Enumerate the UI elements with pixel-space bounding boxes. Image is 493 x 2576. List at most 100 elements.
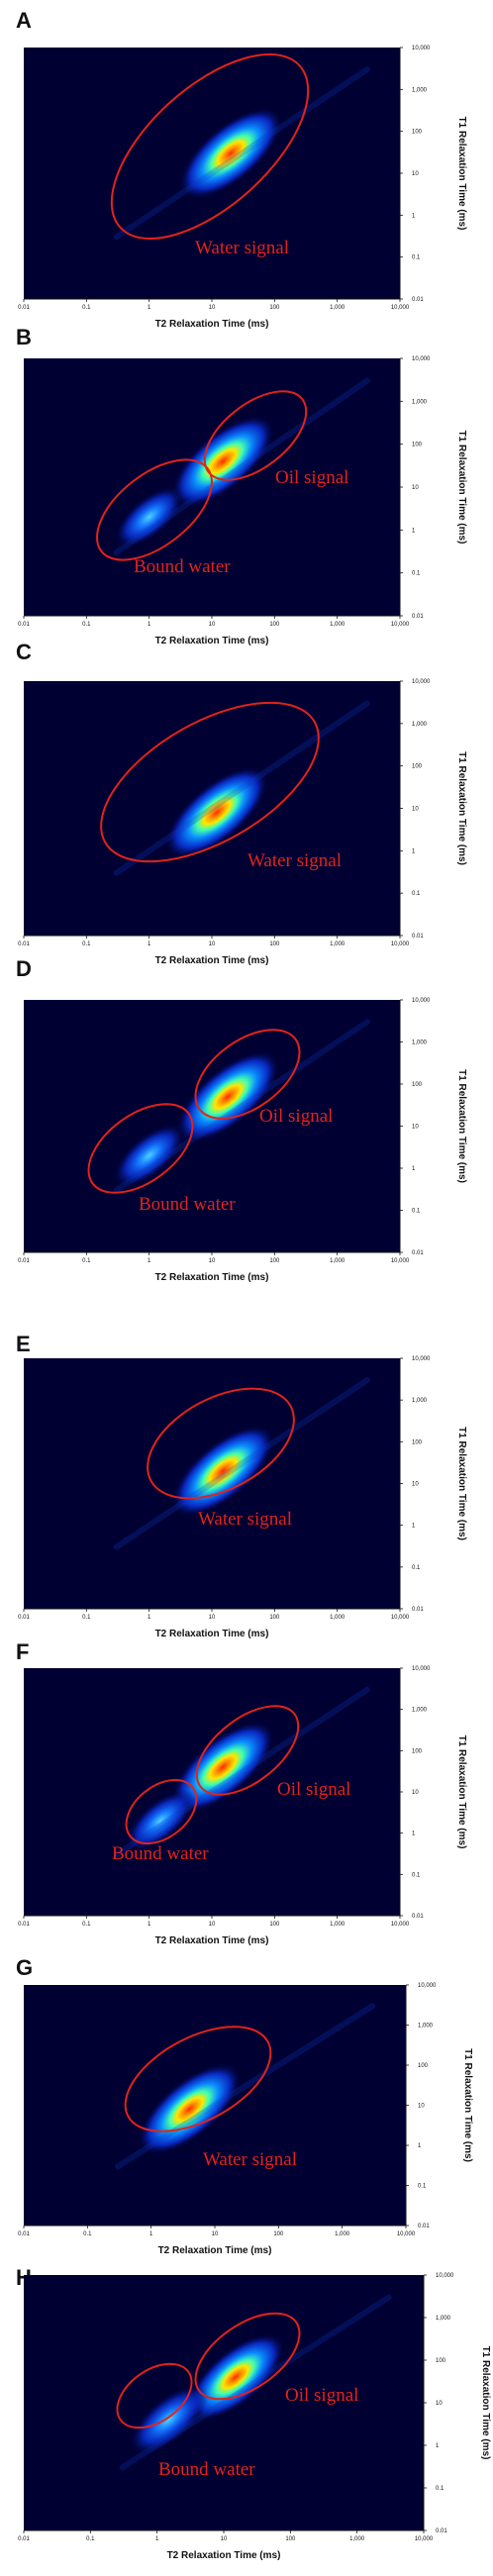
x-tick-label: 0.01	[18, 2536, 30, 2542]
annotation-label: Bound water	[139, 1194, 236, 1215]
x-tick-label: 0.01	[18, 941, 30, 947]
x-tick-label: 0.1	[82, 1615, 91, 1621]
y-tick-label: 1	[412, 1166, 416, 1172]
x-tick-label: 1,000	[330, 1922, 345, 1928]
x-tick-label: 1,000	[335, 2231, 350, 2237]
y-tick-label: 0.01	[412, 934, 424, 940]
x-tick-label: 100	[273, 2231, 284, 2237]
y-tick-label: 1,000	[412, 1040, 428, 1046]
y-tick-label: 0.1	[412, 891, 421, 897]
x-axis-title: T2 Relaxation Time (ms)	[167, 2550, 281, 2561]
x-tick-label: 1,000	[330, 305, 345, 311]
y-tick-label: 1	[412, 848, 416, 854]
x-tick-label: 10,000	[391, 1258, 410, 1264]
x-tick-label: 100	[269, 622, 280, 628]
y-tick-label: 1,000	[412, 1398, 428, 1404]
x-tick-label: 0.1	[82, 1922, 91, 1928]
annotation-ellipse	[203, 390, 308, 481]
x-tick-label: 1,000	[330, 1258, 345, 1264]
x-axis-title: T2 Relaxation Time (ms)	[155, 1272, 269, 1283]
x-tick-label: 1	[149, 2231, 153, 2237]
annotation-label: Oil signal	[277, 1779, 350, 1800]
y-axis-title: T1 Relaxation Time (ms)	[456, 1735, 467, 1849]
y-tick-label: 0.1	[436, 2486, 444, 2492]
y-tick-label: 10	[412, 1482, 419, 1488]
panel-letter: D	[16, 956, 32, 981]
y-tick-label: 10	[412, 171, 419, 177]
x-tick-label: 10,000	[391, 1922, 410, 1928]
panel-letter: A	[16, 8, 32, 33]
x-axis-title: T2 Relaxation Time (ms)	[155, 636, 269, 646]
panel-letter: B	[16, 325, 32, 349]
signal-peak	[170, 415, 275, 508]
y-tick-label: 10,000	[412, 46, 431, 51]
signal-peak	[164, 766, 269, 859]
x-tick-label: 10,000	[391, 941, 410, 947]
annotation-ellipse	[96, 458, 213, 561]
panel-letter: F	[16, 1639, 30, 1664]
y-tick-label: 1	[412, 528, 416, 534]
x-tick-label: 1	[155, 2536, 159, 2542]
annotation-ellipse	[195, 1705, 300, 1796]
y-tick-label: 10,000	[412, 998, 431, 1004]
y-tick-label: 1,000	[418, 2024, 434, 2030]
y-tick-label: 100	[412, 130, 423, 136]
x-tick-label: 100	[269, 941, 280, 947]
x-tick-label: 10	[221, 2536, 228, 2542]
signal-peak	[113, 1123, 186, 1188]
y-tick-label: 10,000	[412, 356, 431, 362]
x-tick-label: 100	[269, 1258, 280, 1264]
y-tick-label: 0.01	[412, 1914, 424, 1920]
y-tick-label: 1,000	[436, 2316, 451, 2322]
y-tick-label: 10	[412, 485, 419, 491]
annotation-ellipse	[194, 2312, 301, 2401]
diagonal-streak	[113, 1377, 370, 1550]
y-tick-label: 10,000	[412, 1666, 431, 1672]
x-tick-label: 10,000	[415, 2536, 434, 2542]
y-tick-label: 1,000	[412, 1708, 428, 1714]
x-tick-label: 10	[209, 622, 216, 628]
x-tick-label: 100	[285, 2536, 296, 2542]
x-tick-label: 10	[209, 1615, 216, 1621]
y-tick-label: 100	[436, 2358, 446, 2364]
x-tick-label: 0.01	[18, 622, 30, 628]
x-tick-label: 10,000	[391, 305, 410, 311]
y-tick-label: 10	[418, 2104, 425, 2110]
x-tick-label: 10	[209, 305, 216, 311]
x-tick-label: 0.01	[18, 1922, 30, 1928]
annotation-ellipse	[100, 701, 320, 863]
x-tick-label: 1	[148, 305, 151, 311]
y-tick-label: 0.01	[412, 614, 424, 620]
x-tick-label: 1	[148, 1258, 151, 1264]
y-tick-label: 1	[412, 1524, 416, 1530]
x-axis-title: T2 Relaxation Time (ms)	[155, 1629, 269, 1639]
y-tick-label: 0.1	[418, 2184, 427, 2190]
y-tick-label: 10	[412, 807, 419, 813]
diagonal-streak	[119, 2294, 392, 2471]
x-tick-label: 0.01	[18, 1615, 30, 1621]
annotation-ellipse	[147, 1387, 295, 1500]
y-tick-label: 10	[412, 1125, 419, 1131]
y-tick-label: 10	[436, 2401, 443, 2407]
x-tick-label: 10,000	[397, 2231, 416, 2237]
y-tick-label: 1	[436, 2443, 440, 2449]
y-tick-label: 1	[412, 1832, 416, 1837]
x-tick-label: 10	[209, 1922, 216, 1928]
x-tick-label: 1	[148, 941, 151, 947]
x-tick-label: 10	[212, 2231, 219, 2237]
signal-peak	[125, 1789, 196, 1852]
x-tick-label: 0.1	[82, 1258, 91, 1264]
x-axis-title: T2 Relaxation Time (ms)	[155, 319, 269, 330]
y-tick-label: 1	[418, 2143, 422, 2149]
x-tick-label: 0.1	[83, 2231, 92, 2237]
x-tick-label: 0.1	[86, 2536, 95, 2542]
y-tick-label: 0.1	[412, 255, 421, 261]
x-tick-label: 1	[148, 622, 151, 628]
signal-peak	[170, 1425, 275, 1518]
y-tick-label: 1,000	[412, 722, 428, 728]
signal-peak	[178, 107, 283, 200]
annotation-label: Oil signal	[259, 1106, 333, 1127]
